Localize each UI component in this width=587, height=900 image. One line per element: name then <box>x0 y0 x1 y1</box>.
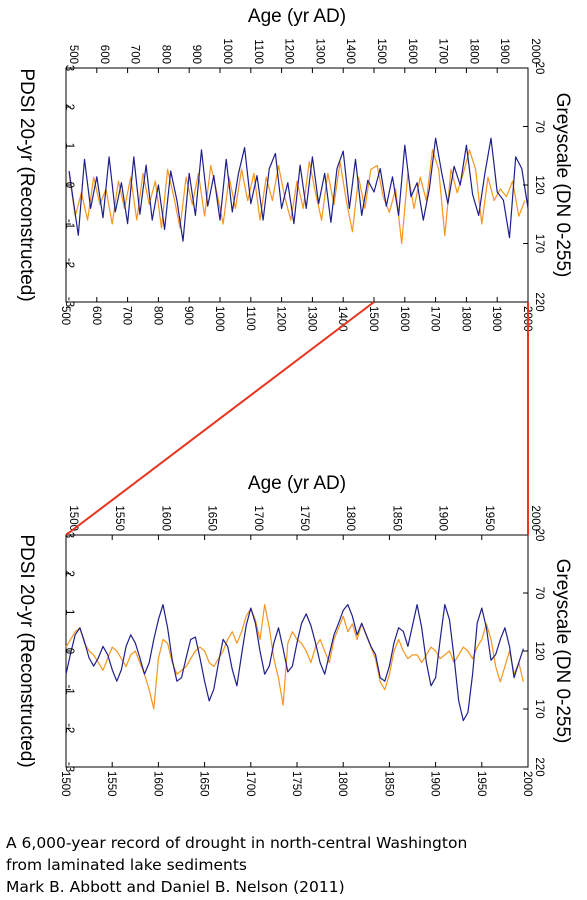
x-tick-label-top: 1550 <box>113 505 125 531</box>
chart-full-record: 5005006006007007008008009009001000100011… <box>16 6 573 332</box>
x-tick-label-top: 1650 <box>206 505 218 531</box>
y-tick-label-left: 1 <box>63 143 75 149</box>
x-tick-label-bottom: 500 <box>59 306 71 325</box>
plot-frame <box>65 67 529 303</box>
x-tick-label-bottom: 1900 <box>429 771 441 797</box>
x-tick-label-top: 1900 <box>437 505 449 531</box>
x-tick-label-bottom: 1600 <box>151 771 163 797</box>
x-tick-label-top: 1700 <box>437 38 449 64</box>
y-tick-label-left: -1 <box>63 219 75 229</box>
series-greyscale-line <box>65 604 524 722</box>
x-tick-label-bottom: 1100 <box>244 306 256 331</box>
y-tick-label-left: 0 <box>63 648 75 654</box>
x-tick-label-top: 1850 <box>390 505 402 531</box>
x-axis-title: Age (yr AD) <box>248 473 346 494</box>
y-tick-label-left: 0 <box>63 182 75 188</box>
y-tick-label-left: 1 <box>63 609 75 615</box>
x-tick-label-bottom: 1000 <box>213 306 225 332</box>
x-tick-label-top: 800 <box>159 45 171 64</box>
x-tick-label-bottom: 1950 <box>475 771 487 797</box>
caption-title-line1: A 6,000-year record of drought in north-… <box>6 834 468 852</box>
y-tick-label-right: 170 <box>533 699 545 718</box>
y-tick-label-right: 120 <box>533 641 545 660</box>
y-tick-label-left: 2 <box>63 104 75 110</box>
x-tick-label-bottom: 1400 <box>336 306 348 332</box>
x-tick-label-top: 1700 <box>252 505 264 531</box>
y-tick-label-right: 220 <box>533 757 545 776</box>
x-tick-label-top: 1200 <box>283 38 295 64</box>
x-tick-label-top: 1900 <box>498 38 510 64</box>
x-tick-label-top: 2000 <box>529 38 541 64</box>
y-tick-label-right: 220 <box>533 292 545 311</box>
x-tick-label-bottom: 600 <box>90 306 102 325</box>
x-tick-label-top: 1800 <box>344 505 356 531</box>
y-axis-title-left: PDSI 20-yr (Reconstructed) <box>16 68 37 301</box>
x-tick-label-top: 2000 <box>529 505 541 531</box>
x-tick-label-bottom: 1600 <box>398 306 410 332</box>
series-greyscale-line <box>68 137 529 242</box>
zoom-line-left <box>65 301 375 536</box>
x-tick-label-top: 1400 <box>344 38 356 64</box>
y-tick-label-right: 20 <box>533 529 545 542</box>
x-tick-label-top: 900 <box>190 45 202 64</box>
y-tick-label-left: 3 <box>63 532 75 538</box>
x-tick-label-top: 700 <box>129 45 141 64</box>
x-tick-label-bottom: 700 <box>121 306 133 325</box>
y-tick-label-right: 70 <box>533 120 545 133</box>
x-tick-label-bottom: 1800 <box>336 771 348 797</box>
x-axis-title: Age (yr AD) <box>248 6 346 27</box>
figure: 5005006006007007008008009009001000100011… <box>16 6 573 797</box>
y-tick-label-left: -1 <box>63 685 75 695</box>
x-tick-label-bottom: 1300 <box>305 306 317 332</box>
y-tick-label-right: 170 <box>533 234 545 253</box>
x-tick-label-top: 500 <box>67 45 79 64</box>
y-tick-label-left: 2 <box>63 570 75 576</box>
x-tick-label-bottom: 1850 <box>382 771 394 797</box>
x-tick-label-top: 1950 <box>483 505 495 531</box>
caption: A 6,000-year record of drought in north-… <box>6 832 581 898</box>
x-tick-label-top: 1500 <box>375 38 387 64</box>
series-pdsi-line <box>68 149 526 245</box>
x-tick-label-top: 1600 <box>159 505 171 531</box>
x-tick-label-bottom: 1500 <box>367 306 379 332</box>
y-tick-label-right: 20 <box>533 62 545 75</box>
x-tick-label-bottom: 1500 <box>59 771 71 797</box>
zoom-connector <box>65 301 529 536</box>
caption-authors: Mark B. Abbott and Daniel B. Nelson (201… <box>6 878 345 896</box>
x-tick-label-bottom: 1900 <box>490 306 502 332</box>
x-tick-label-bottom: 800 <box>151 306 163 325</box>
x-tick-label-bottom: 1700 <box>429 306 441 332</box>
y-tick-label-right: 70 <box>533 587 545 600</box>
x-tick-label-top: 1000 <box>221 38 233 64</box>
y-tick-label-left: -3 <box>63 762 75 772</box>
x-tick-label-top: 1600 <box>406 38 418 64</box>
x-tick-label-bottom: 1550 <box>105 771 117 797</box>
y-tick-label-left: 3 <box>63 65 75 71</box>
x-tick-label-bottom: 1650 <box>198 771 210 797</box>
x-tick-label-top: 1750 <box>298 505 310 531</box>
y-tick-label-left: -2 <box>63 258 75 268</box>
x-tick-label-bottom: 1750 <box>290 771 302 797</box>
x-tick-label-bottom: 1800 <box>459 306 471 332</box>
y-axis-title-left: PDSI 20-yr (Reconstructed) <box>16 534 37 767</box>
x-tick-label-bottom: 2000 <box>521 771 533 797</box>
y-axis-title-right: Greyscale (DN 0-255) <box>552 93 573 278</box>
y-tick-label-right: 120 <box>533 175 545 194</box>
x-tick-label-top: 1100 <box>252 39 264 64</box>
series-pdsi-line <box>65 604 524 710</box>
x-tick-label-top: 1300 <box>313 38 325 64</box>
chart-zoom-1500-2000: 1500150015501550160016001650165017001700… <box>16 473 573 797</box>
y-axis-title-right: Greyscale (DN 0-255) <box>552 559 573 744</box>
x-tick-label-top: 1500 <box>67 505 79 531</box>
x-tick-label-bottom: 1200 <box>275 306 287 332</box>
x-tick-label-top: 1800 <box>467 38 479 64</box>
y-tick-label-left: -3 <box>63 297 75 307</box>
x-tick-label-top: 600 <box>98 45 110 64</box>
y-tick-label-left: -2 <box>63 723 75 733</box>
x-tick-label-bottom: 1700 <box>244 771 256 797</box>
caption-title-line2: from laminated lake sediments <box>6 856 247 874</box>
x-tick-label-bottom: 900 <box>182 306 194 325</box>
